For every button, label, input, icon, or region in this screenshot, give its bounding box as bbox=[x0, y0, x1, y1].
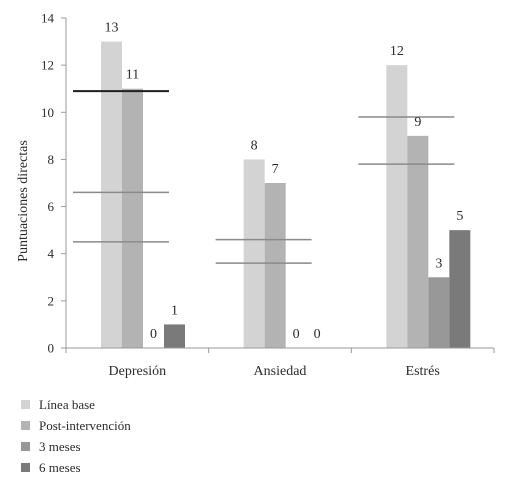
legend-label: 3 meses bbox=[39, 439, 81, 454]
data-label: 9 bbox=[414, 115, 421, 130]
data-label: 12 bbox=[390, 44, 404, 59]
bar bbox=[264, 183, 286, 348]
data-label: 1 bbox=[171, 303, 178, 318]
x-category-label: Ansiedad bbox=[254, 364, 307, 379]
y-tick-label: 4 bbox=[48, 246, 55, 261]
data-label: 5 bbox=[456, 209, 463, 224]
data-label: 0 bbox=[150, 327, 157, 342]
bar bbox=[386, 65, 408, 349]
y-axis: 0 2 4 6 8 10 12 14 bbox=[41, 11, 67, 356]
reference-lines bbox=[73, 90, 455, 264]
data-label: 13 bbox=[105, 21, 119, 36]
legend-swatch bbox=[21, 463, 30, 472]
data-label: 11 bbox=[126, 68, 139, 83]
legend-label: 6 meses bbox=[39, 460, 81, 475]
data-label: 0 bbox=[293, 327, 300, 342]
legend-swatch bbox=[21, 421, 30, 430]
data-label: 3 bbox=[435, 256, 442, 271]
bar bbox=[449, 230, 471, 348]
y-tick-label: 8 bbox=[48, 152, 55, 167]
bar bbox=[243, 159, 265, 348]
data-label: 8 bbox=[251, 138, 258, 153]
legend-swatch bbox=[21, 400, 30, 409]
legend-label: Línea base bbox=[39, 397, 95, 412]
data-label: 0 bbox=[314, 327, 321, 342]
y-tick-label: 10 bbox=[41, 105, 54, 120]
bar bbox=[101, 41, 122, 348]
y-tick-label: 6 bbox=[48, 199, 55, 214]
y-tick-label: 12 bbox=[41, 58, 54, 73]
legend-swatch bbox=[21, 442, 30, 451]
bar bbox=[164, 324, 185, 348]
data-label: 7 bbox=[272, 162, 279, 177]
bars bbox=[101, 41, 471, 349]
legend: Línea base Post-intervención 3 meses 6 mese… bbox=[21, 397, 131, 475]
y-tick-label: 14 bbox=[41, 11, 55, 26]
y-tick-label: 0 bbox=[48, 341, 55, 356]
y-axis-label: Puntuaciones directas bbox=[16, 140, 31, 262]
x-category-label: Estrés bbox=[406, 364, 440, 379]
bar bbox=[407, 135, 429, 348]
bar bbox=[122, 88, 143, 348]
x-axis: Depresión Ansiedad Estrés bbox=[65, 347, 495, 379]
bar bbox=[428, 277, 450, 348]
y-tick-label: 2 bbox=[48, 293, 55, 308]
legend-label: Post-intervención bbox=[39, 418, 131, 433]
x-category-label: Depresión bbox=[109, 364, 167, 379]
